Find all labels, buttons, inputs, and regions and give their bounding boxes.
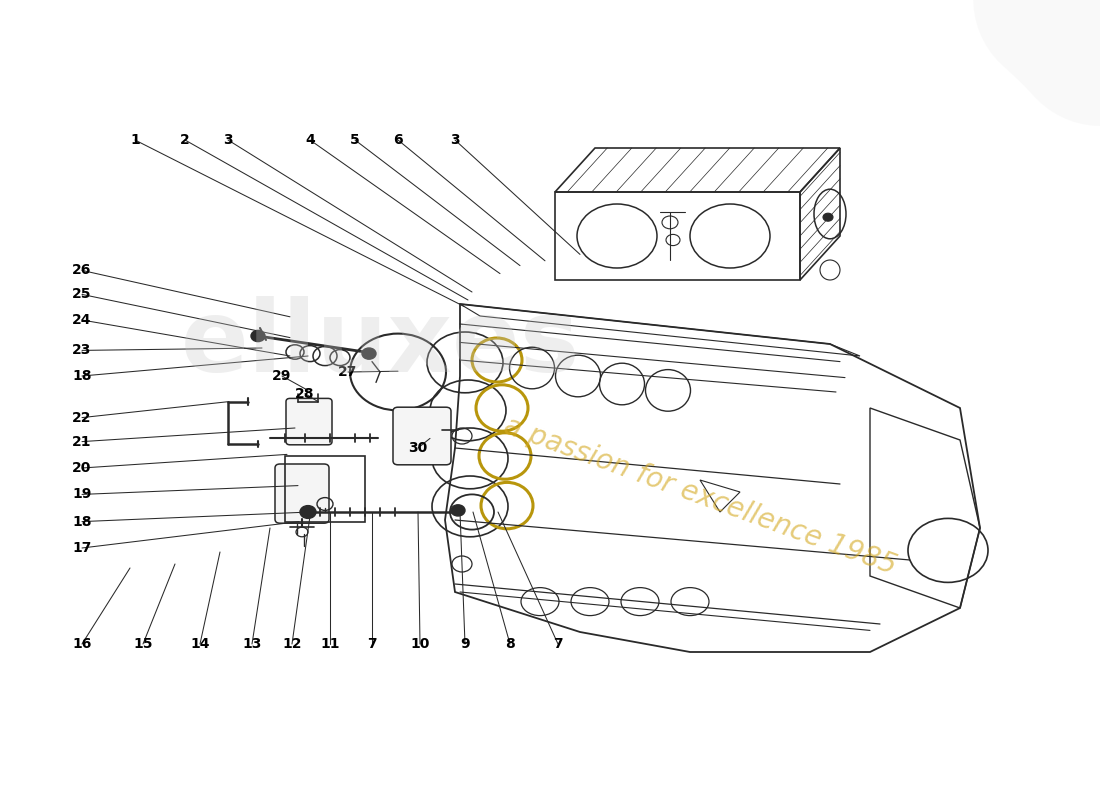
Text: 3: 3: [223, 133, 233, 147]
Circle shape: [362, 348, 376, 359]
Circle shape: [451, 505, 465, 516]
Text: 12: 12: [283, 637, 301, 651]
Text: 6: 6: [393, 133, 403, 147]
Text: 7: 7: [367, 637, 377, 651]
Text: elluxes: elluxes: [180, 295, 580, 393]
Text: 2: 2: [180, 133, 190, 147]
Text: 24: 24: [73, 313, 91, 327]
Text: 9: 9: [460, 637, 470, 651]
Text: 20: 20: [73, 461, 91, 475]
Text: 8: 8: [505, 637, 515, 651]
Text: 1: 1: [130, 133, 140, 147]
Text: 5: 5: [350, 133, 360, 147]
Circle shape: [251, 330, 265, 342]
Circle shape: [823, 213, 833, 221]
Text: 18: 18: [73, 514, 91, 529]
Text: 18: 18: [73, 369, 91, 383]
Text: 17: 17: [73, 541, 91, 555]
Text: 15: 15: [133, 637, 153, 651]
Text: 28: 28: [295, 386, 315, 401]
Text: 25: 25: [73, 287, 91, 302]
FancyBboxPatch shape: [286, 398, 332, 445]
Text: 11: 11: [320, 637, 340, 651]
Text: 3: 3: [450, 133, 460, 147]
Circle shape: [300, 506, 316, 518]
Text: 29: 29: [273, 369, 292, 383]
FancyBboxPatch shape: [275, 464, 329, 523]
Text: 10: 10: [410, 637, 430, 651]
Text: a passion for excellence 1985: a passion for excellence 1985: [499, 412, 900, 580]
Text: 22: 22: [73, 410, 91, 425]
Text: 30: 30: [408, 441, 428, 455]
Text: 16: 16: [73, 637, 91, 651]
Text: 4: 4: [305, 133, 315, 147]
Text: 14: 14: [190, 637, 210, 651]
Text: 7: 7: [553, 637, 563, 651]
Text: 26: 26: [73, 263, 91, 278]
Text: 21: 21: [73, 434, 91, 449]
FancyBboxPatch shape: [393, 407, 451, 465]
Text: 23: 23: [73, 343, 91, 358]
Text: 27: 27: [339, 365, 358, 379]
Text: 19: 19: [73, 487, 91, 502]
Text: 13: 13: [242, 637, 262, 651]
